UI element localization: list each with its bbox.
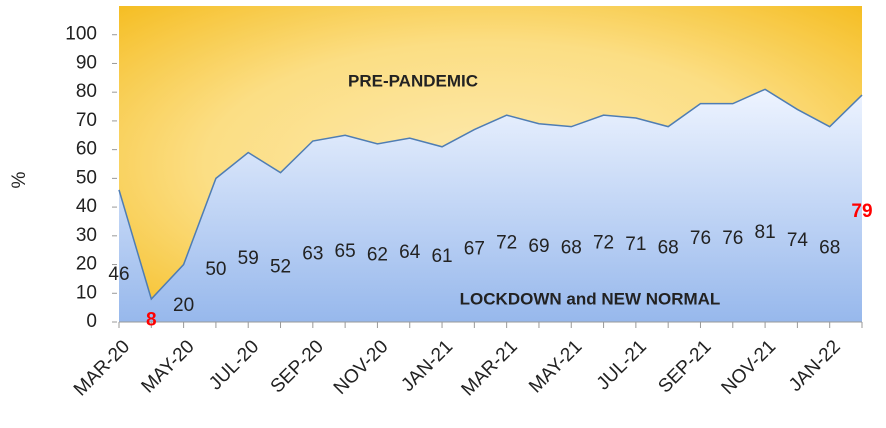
- y-axis-label: %: [9, 171, 30, 188]
- x-tick-label: MAR-20: [70, 336, 134, 400]
- area-line: [118, 88, 863, 301]
- y-tick-label: 30: [76, 225, 97, 246]
- x-tick-label: MAY-20: [138, 336, 199, 397]
- y-tick-label: 40: [76, 196, 97, 217]
- x-tick-label: MAR-21: [458, 336, 522, 400]
- x-tick-label: MAY-21: [525, 336, 586, 397]
- data-label: 8: [146, 309, 157, 330]
- y-tick-label: 0: [86, 311, 97, 332]
- x-tick-label: SEP-20: [267, 336, 328, 397]
- annotation: LOCKDOWN and NEW NORMAL: [460, 289, 721, 308]
- y-tick-label: 90: [76, 52, 97, 73]
- data-label: 76: [722, 228, 743, 249]
- y-tick-label: 60: [76, 139, 97, 160]
- data-label: 65: [335, 241, 356, 262]
- data-label: 64: [399, 242, 421, 263]
- y-tick-label: 100: [65, 24, 97, 45]
- x-tick-label: JUL-21: [593, 336, 651, 394]
- x-tick-label: JAN-22: [785, 336, 845, 396]
- data-label: 20: [173, 295, 194, 316]
- y-tick-label: 50: [76, 167, 97, 188]
- data-label: 59: [238, 248, 259, 269]
- data-label: 71: [625, 234, 646, 255]
- y-tick-label: 10: [76, 282, 97, 303]
- data-label: 46: [108, 264, 129, 285]
- y-tick-label: 70: [76, 110, 97, 131]
- data-label: 76: [690, 228, 711, 249]
- data-label: 72: [496, 233, 517, 254]
- data-label: 62: [367, 245, 388, 266]
- data-label: 61: [431, 246, 452, 267]
- y-tick-label: 80: [76, 81, 97, 102]
- data-label: 63: [302, 243, 323, 264]
- data-label: 50: [205, 259, 226, 280]
- data-label: 68: [658, 237, 679, 258]
- lower-area: [119, 89, 862, 323]
- data-label: 72: [593, 233, 614, 254]
- data-label: 68: [819, 237, 840, 258]
- data-label: 74: [787, 230, 809, 251]
- x-tick-label: SEP-21: [654, 336, 715, 397]
- x-tick-label: JAN-21: [397, 336, 457, 396]
- data-label: 67: [464, 239, 485, 260]
- x-tick-label: JUL-20: [205, 336, 263, 394]
- annotation: PRE-PANDEMIC: [348, 71, 478, 90]
- x-tick-label: NOV-20: [330, 336, 393, 399]
- data-label: 68: [561, 237, 582, 258]
- y-tick-label: 20: [76, 254, 97, 275]
- data-label: 52: [270, 257, 291, 278]
- data-label: 69: [528, 236, 549, 257]
- data-label: 81: [755, 222, 776, 243]
- data-label: 79: [851, 201, 872, 222]
- x-tick-label: NOV-21: [718, 336, 781, 399]
